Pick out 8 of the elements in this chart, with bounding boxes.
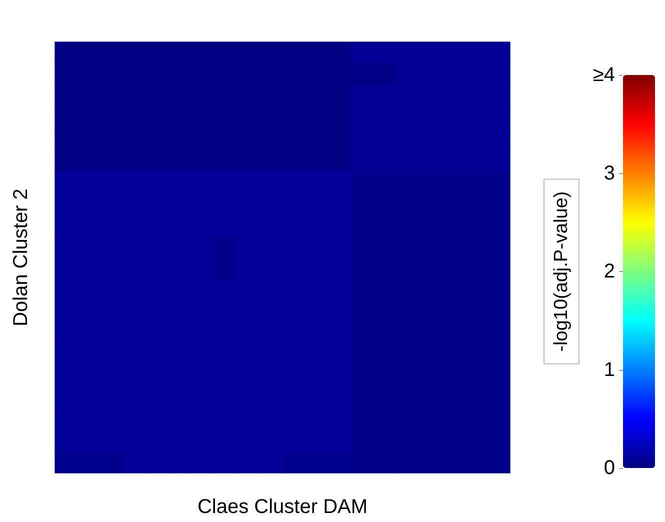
color-bar-label: ≥4 bbox=[592, 64, 615, 86]
color-bar-label: 1 bbox=[604, 358, 615, 381]
y-axis-title: Dolan Cluster 2 bbox=[10, 188, 32, 326]
color-bar-label: 3 bbox=[604, 162, 615, 184]
color-bar-title: -log10(adj.P-value) bbox=[551, 191, 572, 352]
color-bar-label: 2 bbox=[604, 260, 615, 282]
color-bar-label: 0 bbox=[604, 457, 615, 479]
x-axis-title: Claes Cluster DAM bbox=[197, 496, 368, 518]
